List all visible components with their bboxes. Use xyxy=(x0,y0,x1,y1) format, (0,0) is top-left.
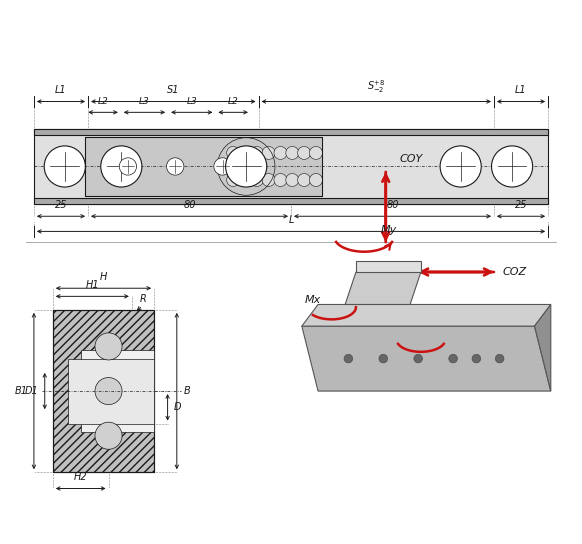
Polygon shape xyxy=(302,305,551,326)
Circle shape xyxy=(310,146,322,159)
Polygon shape xyxy=(356,261,421,272)
Polygon shape xyxy=(345,272,421,305)
Text: B: B xyxy=(183,386,190,396)
Circle shape xyxy=(166,158,184,175)
Polygon shape xyxy=(302,326,551,391)
Text: 25: 25 xyxy=(514,200,527,210)
Text: D1: D1 xyxy=(24,386,38,396)
Circle shape xyxy=(95,378,122,405)
Text: L1: L1 xyxy=(515,85,527,95)
Circle shape xyxy=(297,174,311,187)
Text: R: R xyxy=(140,294,147,305)
Text: COZ: COZ xyxy=(502,267,526,277)
Circle shape xyxy=(379,354,388,363)
Text: L2: L2 xyxy=(98,97,108,106)
Circle shape xyxy=(239,146,251,159)
Circle shape xyxy=(262,146,275,159)
Circle shape xyxy=(495,354,504,363)
Text: D: D xyxy=(174,403,182,412)
Text: My: My xyxy=(380,225,396,235)
Circle shape xyxy=(286,146,299,159)
Circle shape xyxy=(95,422,122,449)
Text: $S_{-2}^{+8}$: $S_{-2}^{+8}$ xyxy=(367,78,385,95)
Circle shape xyxy=(119,158,137,175)
Circle shape xyxy=(95,333,122,360)
Circle shape xyxy=(472,354,481,363)
Circle shape xyxy=(44,146,86,187)
Text: H2: H2 xyxy=(74,472,87,482)
Text: H1: H1 xyxy=(86,280,99,290)
Circle shape xyxy=(440,146,481,187)
Circle shape xyxy=(226,146,267,187)
Bar xyxy=(34,128,548,205)
Text: Mz: Mz xyxy=(408,345,423,355)
Text: B1: B1 xyxy=(15,386,27,396)
Bar xyxy=(53,310,154,472)
Text: L2: L2 xyxy=(228,97,239,106)
Text: Mx: Mx xyxy=(304,295,321,305)
Circle shape xyxy=(250,174,263,187)
Text: 80: 80 xyxy=(386,200,399,210)
Circle shape xyxy=(286,174,299,187)
Text: 80: 80 xyxy=(183,200,196,210)
Bar xyxy=(34,198,548,205)
Polygon shape xyxy=(534,305,551,391)
Circle shape xyxy=(274,146,287,159)
Circle shape xyxy=(449,354,457,363)
Text: S1: S1 xyxy=(167,85,179,95)
Circle shape xyxy=(226,174,240,187)
Circle shape xyxy=(262,174,275,187)
Bar xyxy=(53,310,154,472)
Circle shape xyxy=(274,174,287,187)
Circle shape xyxy=(214,158,231,175)
Circle shape xyxy=(226,146,240,159)
Circle shape xyxy=(250,146,263,159)
Circle shape xyxy=(492,146,533,187)
Circle shape xyxy=(414,354,423,363)
Circle shape xyxy=(310,174,322,187)
Bar xyxy=(68,358,154,424)
Circle shape xyxy=(344,354,353,363)
Text: L3: L3 xyxy=(139,97,150,106)
Text: L3: L3 xyxy=(186,97,197,106)
Text: 25: 25 xyxy=(55,200,68,210)
Circle shape xyxy=(297,146,311,159)
Text: L: L xyxy=(288,215,294,225)
Circle shape xyxy=(239,174,251,187)
Circle shape xyxy=(101,146,142,187)
Bar xyxy=(81,350,154,431)
Bar xyxy=(86,137,322,196)
Text: L1: L1 xyxy=(55,85,67,95)
Bar xyxy=(34,128,548,135)
Text: H: H xyxy=(100,272,107,282)
Bar xyxy=(86,137,322,196)
Text: COY: COY xyxy=(399,154,423,164)
